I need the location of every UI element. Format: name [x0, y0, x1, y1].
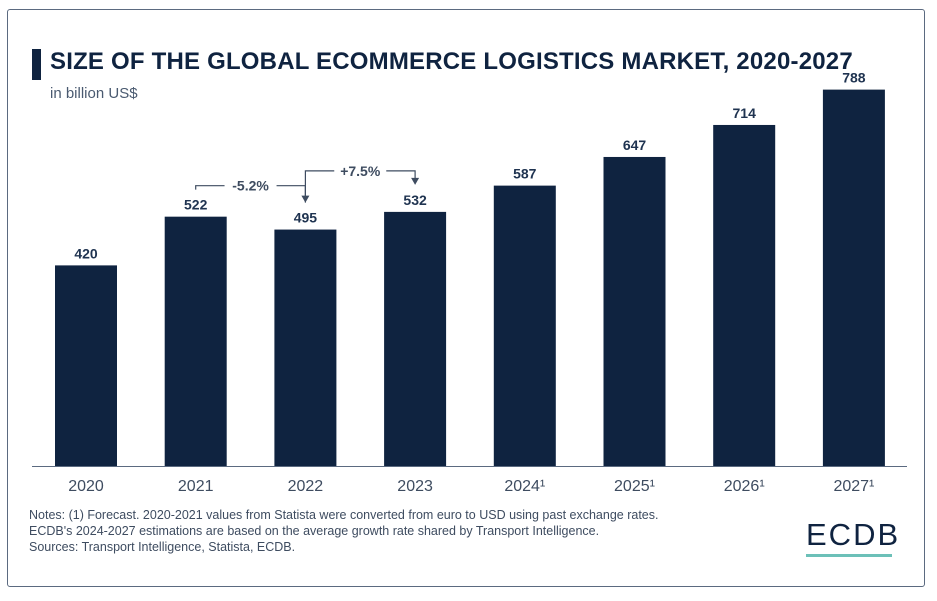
x-tick-label-0: 2020 — [68, 478, 104, 495]
data-label-3: 532 — [403, 192, 427, 208]
bar-5 — [603, 156, 666, 467]
data-label-6: 714 — [733, 105, 757, 121]
logo-underline — [806, 554, 892, 557]
chart-frame — [7, 9, 925, 587]
data-label-5: 647 — [623, 137, 647, 153]
bar-6 — [713, 124, 776, 467]
note-line-1: Notes: (1) Forecast. 2020-2021 values fr… — [29, 508, 659, 522]
bar-1 — [164, 216, 227, 466]
chart-notes: Notes: (1) Forecast. 2020-2021 values fr… — [29, 507, 658, 555]
x-tick-label-7: 2027¹ — [833, 478, 874, 495]
x-tick-label-6: 2026¹ — [724, 478, 765, 495]
data-label-0: 420 — [74, 245, 98, 261]
growth-label-0: -5.2% — [232, 178, 269, 194]
x-tick-label-2: 2022 — [288, 478, 324, 495]
x-tick-label-1: 2021 — [178, 478, 214, 495]
title-accent-bar — [32, 49, 41, 80]
x-tick-label-4: 2024¹ — [504, 478, 545, 495]
data-label-2: 495 — [294, 210, 318, 226]
data-label-1: 522 — [184, 197, 208, 213]
growth-label-1: +7.5% — [340, 163, 381, 179]
chart-subtitle: in billion US$ — [50, 85, 138, 102]
bar-3 — [384, 211, 447, 466]
chart-title: SIZE OF THE GLOBAL ECOMMERCE LOGISTICS M… — [50, 48, 853, 75]
growth-label-bg-1 — [334, 161, 387, 180]
data-label-7: 788 — [842, 70, 866, 86]
bar-2 — [274, 229, 337, 466]
growth-arrow-1 — [411, 177, 420, 185]
data-label-4: 587 — [513, 166, 537, 182]
ecdb-logo: ECDB — [806, 517, 901, 552]
growth-label-bg-0 — [224, 176, 277, 195]
bar-7 — [822, 89, 885, 466]
x-tick-label-3: 2023 — [397, 478, 433, 495]
x-tick-label-5: 2025¹ — [614, 478, 655, 495]
note-line-3: Sources: Transport Intelligence, Statist… — [29, 540, 296, 554]
bar-4 — [493, 185, 556, 467]
bar-0 — [55, 265, 117, 466]
note-line-2: ECDB's 2024-2027 estimations are based o… — [29, 524, 600, 538]
